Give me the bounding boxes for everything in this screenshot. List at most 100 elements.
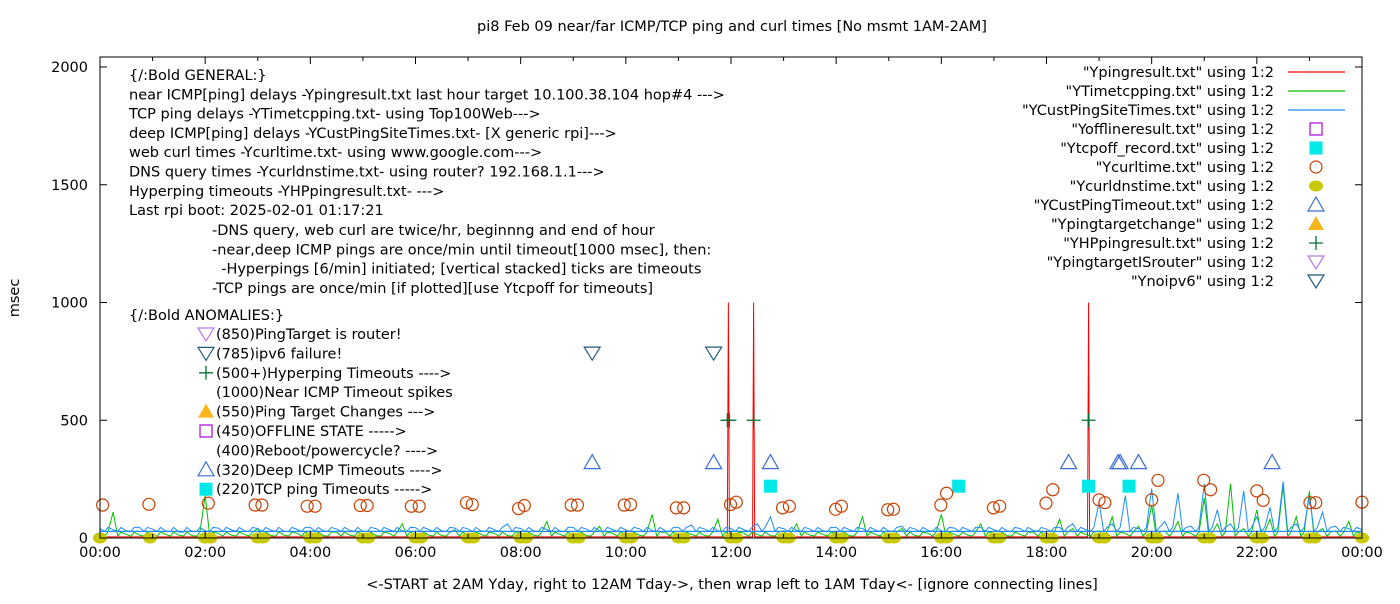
anomaly-triangle-down-open-icon (196, 346, 216, 362)
x-tick-label: 16:00 (920, 545, 962, 561)
series-5-point (1197, 473, 1211, 487)
y-tick-label: 1500 (51, 178, 88, 194)
legend-entry-label: "Ynoipv6" using 1:2 (1131, 274, 1274, 290)
series-5-point (986, 501, 1000, 515)
series-5-point (96, 498, 110, 512)
note-general-line: web curl times -Ycurltime.txt- using www… (129, 145, 542, 161)
axes: 00:00 02:00 04:00 06:00 08:00 10:00 12:00 14:00… (51, 57, 1383, 561)
series-5-point (360, 498, 374, 513)
legend: "Ypingresult.txt" using 1:2 "YTimetcpping… (1022, 65, 1345, 290)
series-5-point (255, 498, 269, 512)
series-7-point (1059, 453, 1078, 470)
note-indented-line: -DNS query, web curl are twice/hr, begin… (212, 223, 655, 239)
series-5-point (1098, 496, 1112, 510)
anomaly-label: (220)TCP ping Timeouts -----> (216, 482, 432, 498)
anomaly-triangle-up-open-icon (196, 460, 216, 477)
series-7-point (1263, 453, 1282, 470)
series-7-point (704, 453, 723, 470)
series-5-point (248, 498, 262, 512)
legend-entry-label: "Ypingresult.txt" using 1:2 (1083, 65, 1274, 81)
y-tick-label: 500 (60, 413, 88, 429)
legend-entry-label: "YHPpingresult.txt" using 1:2 (1063, 236, 1274, 252)
series-5-point (617, 498, 631, 512)
x-tick-label: 08:00 (500, 545, 542, 561)
series-5-point (669, 501, 683, 515)
series-5-point (570, 498, 585, 512)
series-5-point (1250, 484, 1264, 498)
series-7-point (1111, 453, 1130, 470)
series-5-point (404, 499, 418, 513)
note-indented-line: -near,deep ICMP pings are once/min until… (212, 242, 711, 258)
series-5-point (1145, 493, 1159, 507)
series-5-point (1039, 496, 1053, 510)
x-axis-label: <-START at 2AM Yday, right to 12AM Tday-… (366, 577, 1098, 593)
series-5-point (834, 499, 849, 513)
y-tick-label: 0 (79, 531, 88, 547)
note-general-line: Hyperping timeouts -YHPpingresult.txt- -… (129, 184, 444, 200)
series-4-point (763, 479, 777, 493)
anomaly-label: (320)Deep ICMP Timeouts ----> (216, 463, 443, 479)
anomaly-label: (500+)Hyperping Timeouts ----> (216, 366, 451, 382)
anomaly-label: (450)OFFLINE STATE -----> (216, 424, 407, 440)
plot-area (93, 302, 1369, 544)
series-5-point (939, 486, 954, 500)
legend-entry-label: "Ycurltime.txt" using 1:2 (1096, 160, 1274, 176)
legend-entry-label: "YCustPingSiteTimes.txt" using 1:2 (1022, 103, 1274, 119)
x-tick-label: 14:00 (815, 545, 857, 561)
anomalies-title: {/:Bold ANOMALIES:} (129, 308, 284, 324)
legend-plus-swatch (1309, 236, 1323, 250)
series-5-point (993, 499, 1007, 513)
series-4-point (1082, 479, 1096, 493)
legend-triangle-down-open-swatch (1306, 274, 1326, 290)
note-general-line: Last rpi boot: 2025-02-01 01:17:21 (129, 203, 384, 219)
anomaly-triangle-up-filled-icon (198, 403, 214, 418)
series-line-2 (99, 481, 1363, 533)
series-9-point (746, 413, 761, 428)
series-7-point (761, 453, 780, 470)
series-5-point (353, 498, 367, 513)
series-9-point (722, 413, 737, 428)
legend-square-open-swatch (1309, 122, 1323, 136)
x-tick-label: 04:00 (289, 545, 331, 561)
series-5-point (1203, 483, 1218, 497)
series-5-point (934, 498, 948, 512)
series-5-point (782, 499, 796, 513)
series-5-point (729, 495, 743, 509)
series-9-point (1081, 413, 1096, 428)
series-5-point (465, 497, 479, 512)
x-tick-label: 00:00 (79, 545, 121, 561)
legend-entry-label: "Ycurldnstime.txt" using 1:2 (1070, 179, 1274, 195)
annotation-notes: {/:Bold GENERAL:} near ICMP[ping] delays … (128, 68, 725, 498)
anomaly-label: (785)ipv6 failure! (216, 346, 342, 362)
anomaly-label: (1000)Near ICMP Timeout spikes (216, 385, 453, 401)
series-4-point (952, 479, 966, 493)
series-5-point (142, 497, 156, 511)
series-5-point (886, 502, 901, 516)
note-indented-line: -Hyperpings [6/min] initiated; [vertical… (212, 262, 701, 278)
series-5-point (775, 501, 790, 515)
legend-entry-label: "YTimetcpping.txt" using 1:2 (1066, 84, 1274, 100)
anomaly-triangle-down-open-icon (196, 327, 216, 343)
series-5-point (1151, 473, 1165, 487)
note-indented-line: -TCP pings are once/min [if plotted][use… (212, 281, 653, 297)
legend-dot-filled-swatch (1309, 180, 1323, 192)
legend-circle-open-swatch (1309, 160, 1323, 174)
x-tick-label: 22:00 (1236, 545, 1278, 561)
legend-entry-label: "Ypingtargetchange" using 1:2 (1051, 217, 1274, 233)
note-general-line: {/:Bold GENERAL:} (129, 68, 267, 84)
legend-triangle-up-open-swatch (1306, 195, 1326, 212)
legend-square-filled-swatch (1309, 141, 1323, 155)
legend-entry-label: "Yofflineresult.txt" using 1:2 (1071, 122, 1274, 138)
series-5-point (201, 496, 215, 510)
x-tick-label: 20:00 (1131, 545, 1173, 561)
series-5-point (1256, 493, 1270, 507)
series-5-point (564, 498, 578, 512)
series-7-point (583, 453, 602, 470)
series-5-point (517, 498, 531, 513)
series-5-point (677, 501, 691, 515)
series-5-point (1303, 496, 1317, 510)
legend-triangle-up-filled-swatch (1308, 216, 1324, 230)
series-11-point (583, 346, 602, 362)
anomaly-label: (550)Ping Target Changes ---> (216, 405, 435, 421)
note-general-line: deep ICMP[ping] delays -YCustPingSiteTim… (129, 126, 617, 142)
